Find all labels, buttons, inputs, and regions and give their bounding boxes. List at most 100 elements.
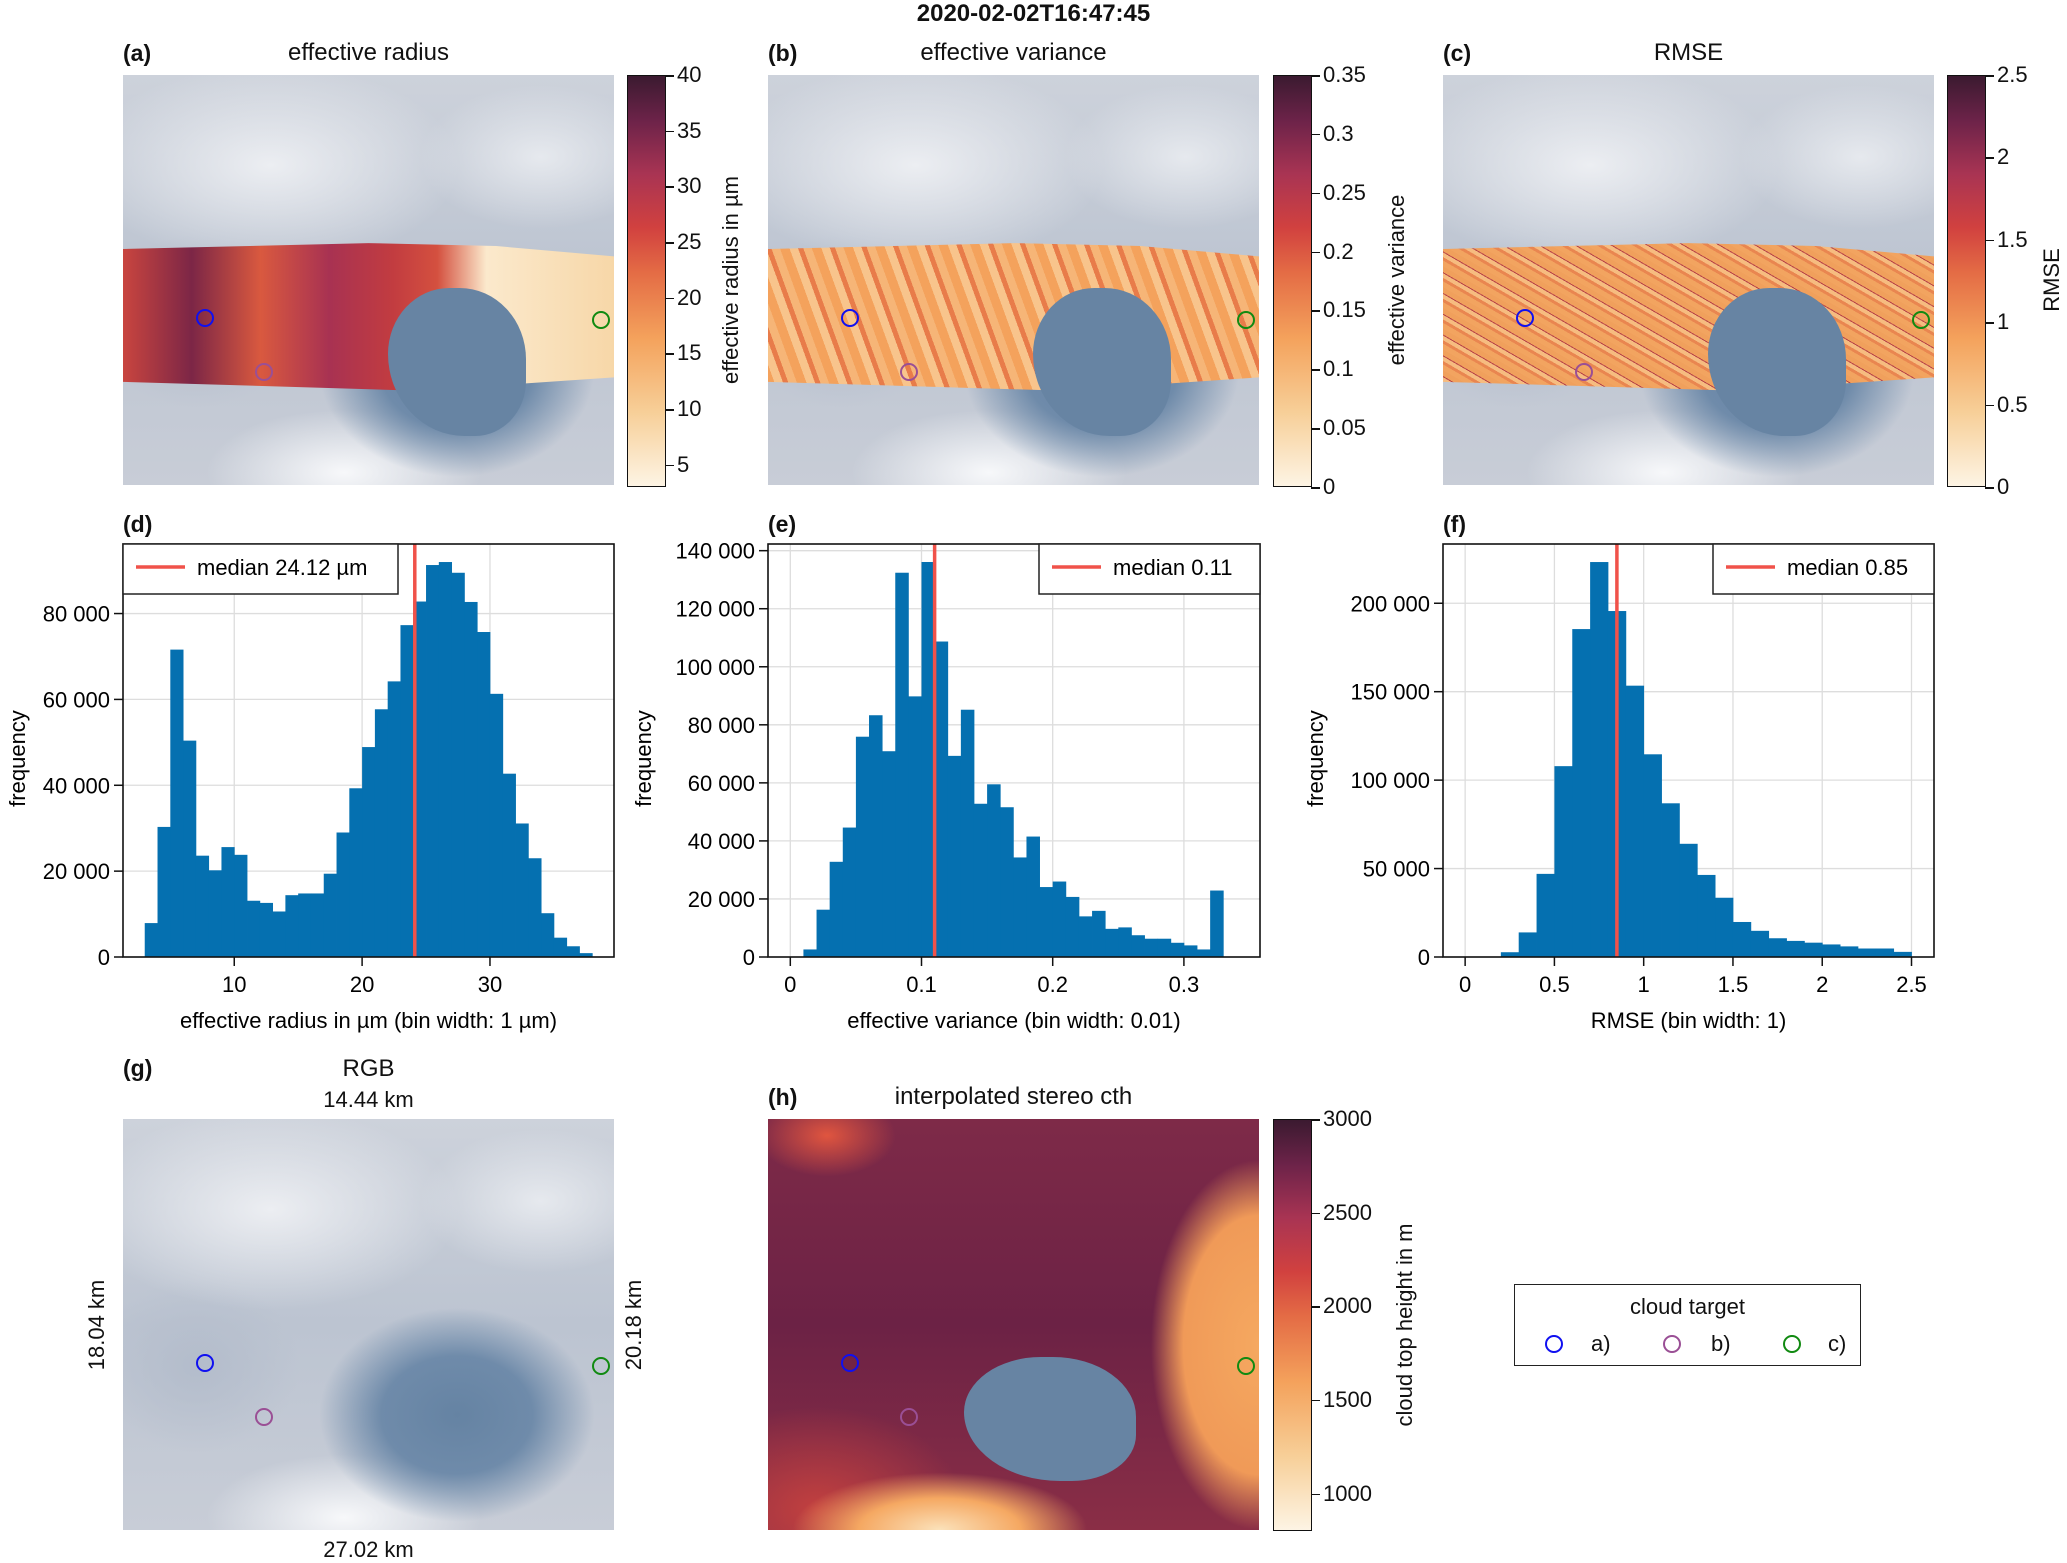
colorbar-tick-label: 1000: [1323, 1480, 1372, 1506]
histogram-bar: [1210, 890, 1224, 957]
y-tick-label: 0: [98, 945, 110, 970]
legend-label-b: b): [1711, 1331, 1731, 1356]
histogram-bar: [816, 909, 831, 957]
y-axis-label: frequency: [5, 710, 30, 807]
x-tick-label: 2: [1816, 972, 1828, 997]
legend-marker-a: [1545, 1335, 1563, 1353]
histogram-bar: [1039, 887, 1054, 957]
extent-right: 20.18 km: [621, 1279, 646, 1371]
effective-radius-map: [123, 75, 614, 485]
x-tick-label: 0.2: [1037, 972, 1068, 997]
histogram-bar: [247, 900, 261, 957]
histogram-bar: [336, 832, 350, 957]
colorbar-tick-label: 40: [677, 62, 702, 87]
histogram-bar: [803, 949, 817, 957]
x-axis-label: effective radius in µm (bin width: 1 µm): [180, 1008, 557, 1033]
legend-box: [122, 543, 399, 595]
histogram-bar: [855, 736, 870, 957]
colorbar-tick: [1311, 1212, 1320, 1215]
target-marker-b: [255, 1408, 273, 1426]
histogram-bar: [829, 861, 844, 957]
y-axis-label: frequency: [631, 710, 656, 807]
colorbar-tick-label: 1.5: [1997, 226, 2028, 252]
histogram-bar: [921, 561, 936, 957]
histogram-bar: [1822, 944, 1841, 957]
histogram-bar: [553, 937, 568, 957]
colorbar-tick-label: 10: [677, 396, 702, 422]
y-tick-label: 20 000: [43, 859, 110, 884]
colorbar-tick: [665, 353, 674, 355]
clear-sky-region: [388, 288, 526, 436]
legend-label-c: c): [1828, 1331, 1847, 1356]
target-marker-c: [592, 1357, 610, 1375]
y-tick-label: 140 000: [675, 539, 755, 564]
y-tick-label: 80 000: [688, 713, 755, 738]
histogram-bar: [1661, 803, 1680, 957]
colorbar-tick-label: 2000: [1323, 1293, 1372, 1319]
extent-top: 14.44 km: [323, 1087, 414, 1112]
colorbar-tick: [1311, 1493, 1320, 1496]
histogram-bar: [144, 923, 158, 957]
panel-letter-f: (f): [1443, 511, 1466, 537]
y-tick-label: 150 000: [1350, 680, 1430, 705]
x-tick-label: 1: [1638, 972, 1650, 997]
panel-letter-b: (b): [768, 40, 798, 66]
target-marker-b: [1575, 363, 1593, 381]
clear-sky-region: [964, 1357, 1137, 1481]
target-marker-a: [196, 1354, 214, 1372]
histogram-bar: [1840, 946, 1859, 957]
histogram-bar: [400, 625, 414, 957]
x-axis-label: effective variance (bin width: 0.01): [847, 1008, 1180, 1033]
histogram-bar: [502, 773, 516, 957]
colorbar-tick: [1311, 1119, 1320, 1121]
colorbar-tick-label: 0.25: [1323, 179, 1366, 205]
histogram-bar: [908, 696, 922, 957]
histogram-bar: [426, 565, 440, 957]
colorbar-tick-label: 0.5: [1997, 391, 2028, 417]
colorbar-tick: [1311, 487, 1320, 489]
colorbar-tick-label: 0.05: [1323, 415, 1366, 441]
colorbar-tick-label: 20: [677, 284, 702, 310]
histogram-bar: [413, 601, 427, 957]
y-tick-label: 20 000: [688, 887, 755, 912]
histogram-bar: [374, 709, 389, 957]
panel-letter-e: (e): [768, 511, 797, 537]
histogram-bar: [1518, 932, 1537, 957]
histogram-bar: [362, 747, 376, 957]
histogram-bar: [451, 572, 465, 957]
colorbar-tick: [1311, 251, 1320, 254]
colorbar-tick: [1311, 192, 1320, 195]
y-tick-label: 80 000: [43, 602, 110, 627]
colorbar-tick-label: 3000: [1323, 1106, 1372, 1131]
y-tick-label: 0: [1418, 945, 1430, 970]
colorbar-c: [1947, 75, 1986, 487]
colorbar-tick: [665, 297, 674, 300]
colorbar-tick: [1311, 75, 1320, 77]
y-tick-label: 40 000: [688, 829, 755, 854]
colorbar-tick: [1311, 310, 1320, 312]
colorbar-tick-label: 0: [1997, 474, 2010, 499]
histogram-bar: [1078, 916, 1093, 957]
histogram-bar: [1750, 930, 1770, 957]
histogram-bar: [285, 895, 299, 957]
target-marker-a: [841, 1354, 859, 1372]
histogram-bar: [579, 953, 593, 957]
x-tick-label: 2.5: [1896, 972, 1927, 997]
colorbar-tick-label: 0.35: [1323, 62, 1366, 87]
histogram-bar: [1183, 945, 1198, 957]
colorbar-tick: [1985, 239, 1994, 242]
y-axis-label: frequency: [1303, 710, 1328, 807]
x-tick-label: 0: [1459, 972, 1471, 997]
x-tick-label: 0.5: [1539, 972, 1570, 997]
histogram-bar: [298, 893, 312, 957]
x-tick-label: 0.1: [906, 972, 937, 997]
clear-sky-region: [1708, 288, 1846, 436]
y-tick-label: 200 000: [1350, 591, 1430, 616]
histogram-bar: [1144, 938, 1159, 957]
colorbar-h: [1273, 1119, 1312, 1531]
colorbar-tick-label: 0.3: [1323, 120, 1354, 146]
panel-letter-h: (h): [768, 1084, 798, 1110]
histogram-bar: [170, 649, 184, 957]
colorbar-tick: [1311, 1399, 1320, 1402]
